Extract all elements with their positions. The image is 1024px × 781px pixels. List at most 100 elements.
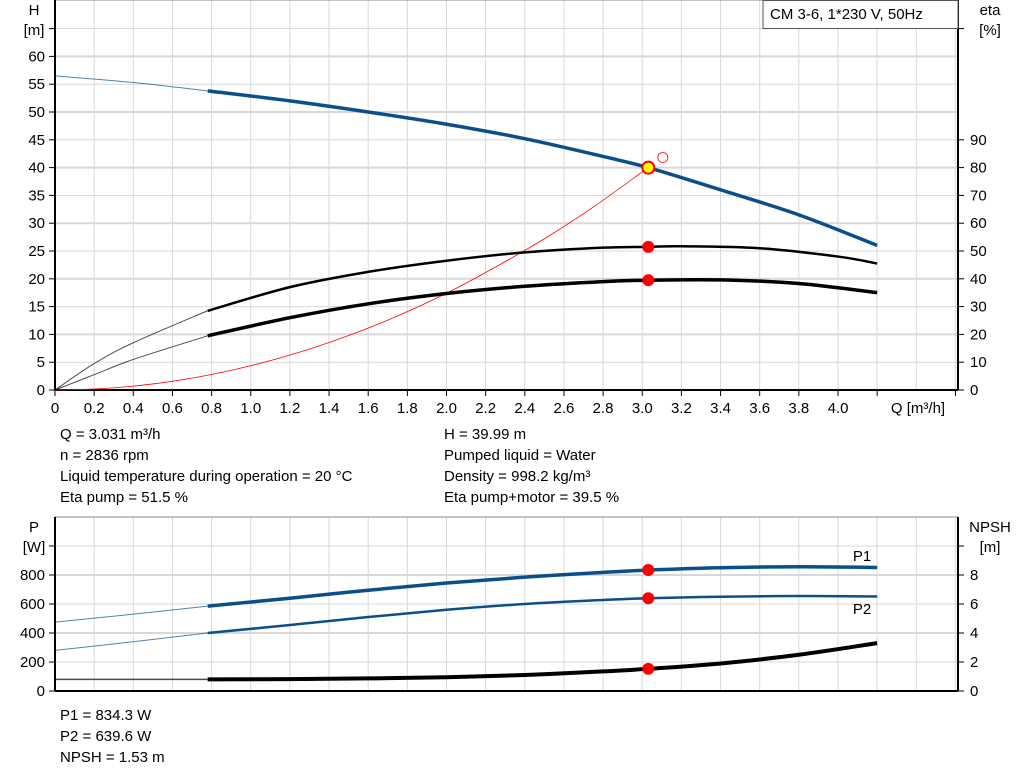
result-p1: P1 = 834.3 W: [60, 707, 152, 724]
eta-pump-motor-curve-extrapolated: [54, 335, 208, 391]
y-right-tick-label: 60: [970, 215, 987, 232]
p2-curve-extrapolated: [54, 632, 208, 651]
y-right-axis-unit: [%]: [979, 22, 1001, 39]
eta-pump-motor-duty-point: [642, 274, 655, 287]
y-axis-label: H: [29, 2, 40, 19]
chart-title: CM 3-6, 1*230 V, 50Hz: [770, 6, 923, 23]
p2-curve: [207, 594, 878, 635]
p2-series-label: P2: [853, 601, 871, 618]
result-pumped-liquid: Pumped liquid = Water: [444, 447, 596, 464]
x-tick-label: 0.2: [84, 400, 105, 417]
results-power: P1 = 834.3 W P2 = 639.6 W NPSH = 1.53 m: [60, 705, 165, 768]
y-right-tick-label: 40: [970, 271, 987, 288]
result-density: Density = 998.2 kg/m³: [444, 468, 591, 485]
y-axis-label: P: [29, 519, 39, 536]
y-right-axis-unit: [m]: [980, 539, 1001, 556]
x-tick-label: 3.0: [632, 400, 653, 417]
x-tick-label: 2.4: [514, 400, 535, 417]
y-right-tick-label: 2: [970, 654, 978, 671]
requested-point-marker: [657, 152, 669, 163]
y-tick-label: 20: [28, 271, 45, 288]
y-tick-label: 25: [28, 243, 45, 260]
x-tick-label: 3.2: [671, 400, 692, 417]
results-left: Q = 3.031 m³/h n = 2836 rpm Liquid tempe…: [60, 424, 352, 508]
y-right-tick-label: 10: [970, 354, 987, 371]
y-tick-label: 0: [37, 382, 45, 399]
x-tick-label: 0.4: [123, 400, 144, 417]
y-tick-label: 55: [28, 76, 45, 93]
eta-pump-duty-point: [642, 240, 655, 253]
y-right-tick-label: 6: [970, 596, 978, 613]
p1-series-label: P1: [853, 548, 871, 565]
y-axis-unit: [m]: [24, 22, 45, 39]
result-eta-pump: Eta pump = 51.5 %: [60, 489, 188, 506]
y-tick-label: 0: [37, 683, 45, 700]
result-head: H = 39.99 m: [444, 426, 527, 443]
head-curve: [207, 89, 878, 248]
result-p2: P2 = 639.6 W: [60, 728, 152, 745]
x-tick-label: 0.8: [201, 400, 222, 417]
y-tick-label: 800: [20, 567, 45, 584]
x-tick-label: 0.6: [162, 400, 183, 417]
y-tick-label: 40: [28, 160, 45, 177]
y-right-tick-label: 70: [970, 187, 987, 204]
y-right-tick-label: 0: [970, 683, 978, 700]
y-tick-label: 400: [20, 625, 45, 642]
p2-duty-point: [642, 592, 655, 605]
x-tick-label: 3.8: [788, 400, 809, 417]
x-tick-label: 2.2: [475, 400, 496, 417]
y-tick-label: 45: [28, 132, 45, 149]
title-box: [762, 0, 959, 29]
eta-pump-curve: [207, 244, 878, 312]
x-tick-label: 0: [51, 400, 59, 417]
y-right-tick-label: 50: [970, 243, 987, 260]
x-tick-label: 1.0: [240, 400, 261, 417]
x-tick-label: 1.2: [279, 400, 300, 417]
npsh-curve: [207, 641, 878, 682]
eta-pump-curve-extrapolated: [54, 310, 208, 391]
y-right-tick-label: 0: [970, 382, 978, 399]
y-right-tick-label: 30: [970, 299, 987, 316]
x-tick-label: 1.8: [397, 400, 418, 417]
x-tick-label: 2.0: [436, 400, 457, 417]
npsh-duty-point: [642, 662, 655, 675]
y-tick-label: 600: [20, 596, 45, 613]
y-right-axis-label: eta: [980, 2, 1002, 19]
result-flow: Q = 3.031 m³/h: [60, 426, 161, 443]
y-tick-label: 10: [28, 326, 45, 343]
head-curve-extrapolated: [54, 75, 208, 92]
x-tick-label: 4.0: [828, 400, 849, 417]
x-tick-label: 2.6: [554, 400, 575, 417]
y-tick-label: 15: [28, 299, 45, 316]
y-tick-label: 35: [28, 187, 45, 204]
results-right: H = 39.99 m Pumped liquid = Water Densit…: [444, 424, 619, 508]
y-right-tick-label: 4: [970, 625, 978, 642]
result-npsh: NPSH = 1.53 m: [60, 749, 165, 766]
y-tick-label: 60: [28, 48, 45, 65]
result-eta-pump-motor: Eta pump+motor = 39.5 %: [444, 489, 620, 506]
operating-point-marker: [641, 160, 656, 175]
y-right-tick-label: 8: [970, 567, 978, 584]
y-tick-label: 30: [28, 215, 45, 232]
result-speed: n = 2836 rpm: [60, 447, 149, 464]
result-liquid-temp: Liquid temperature during operation = 20…: [60, 468, 353, 485]
x-tick-label: 3.4: [710, 400, 731, 417]
x-tick-label: 2.8: [593, 400, 614, 417]
p1-curve: [207, 564, 878, 608]
y-axis-unit: [W]: [23, 539, 46, 556]
x-axis-label: Q [m³/h]: [891, 400, 945, 417]
y-tick-label: 200: [20, 654, 45, 671]
y-right-axis-label: NPSH: [969, 519, 1011, 536]
y-right-tick-label: 90: [970, 132, 987, 149]
eta-pump-motor-curve: [207, 277, 878, 338]
x-tick-label: 1.4: [319, 400, 340, 417]
y-tick-label: 5: [37, 354, 45, 371]
p1-duty-point: [642, 564, 655, 577]
p1-curve-extrapolated: [54, 605, 208, 623]
y-right-tick-label: 80: [970, 160, 987, 177]
x-tick-label: 3.6: [749, 400, 770, 417]
x-tick-label: 1.6: [358, 400, 379, 417]
system-curve: [54, 167, 649, 391]
y-tick-label: 50: [28, 104, 45, 121]
